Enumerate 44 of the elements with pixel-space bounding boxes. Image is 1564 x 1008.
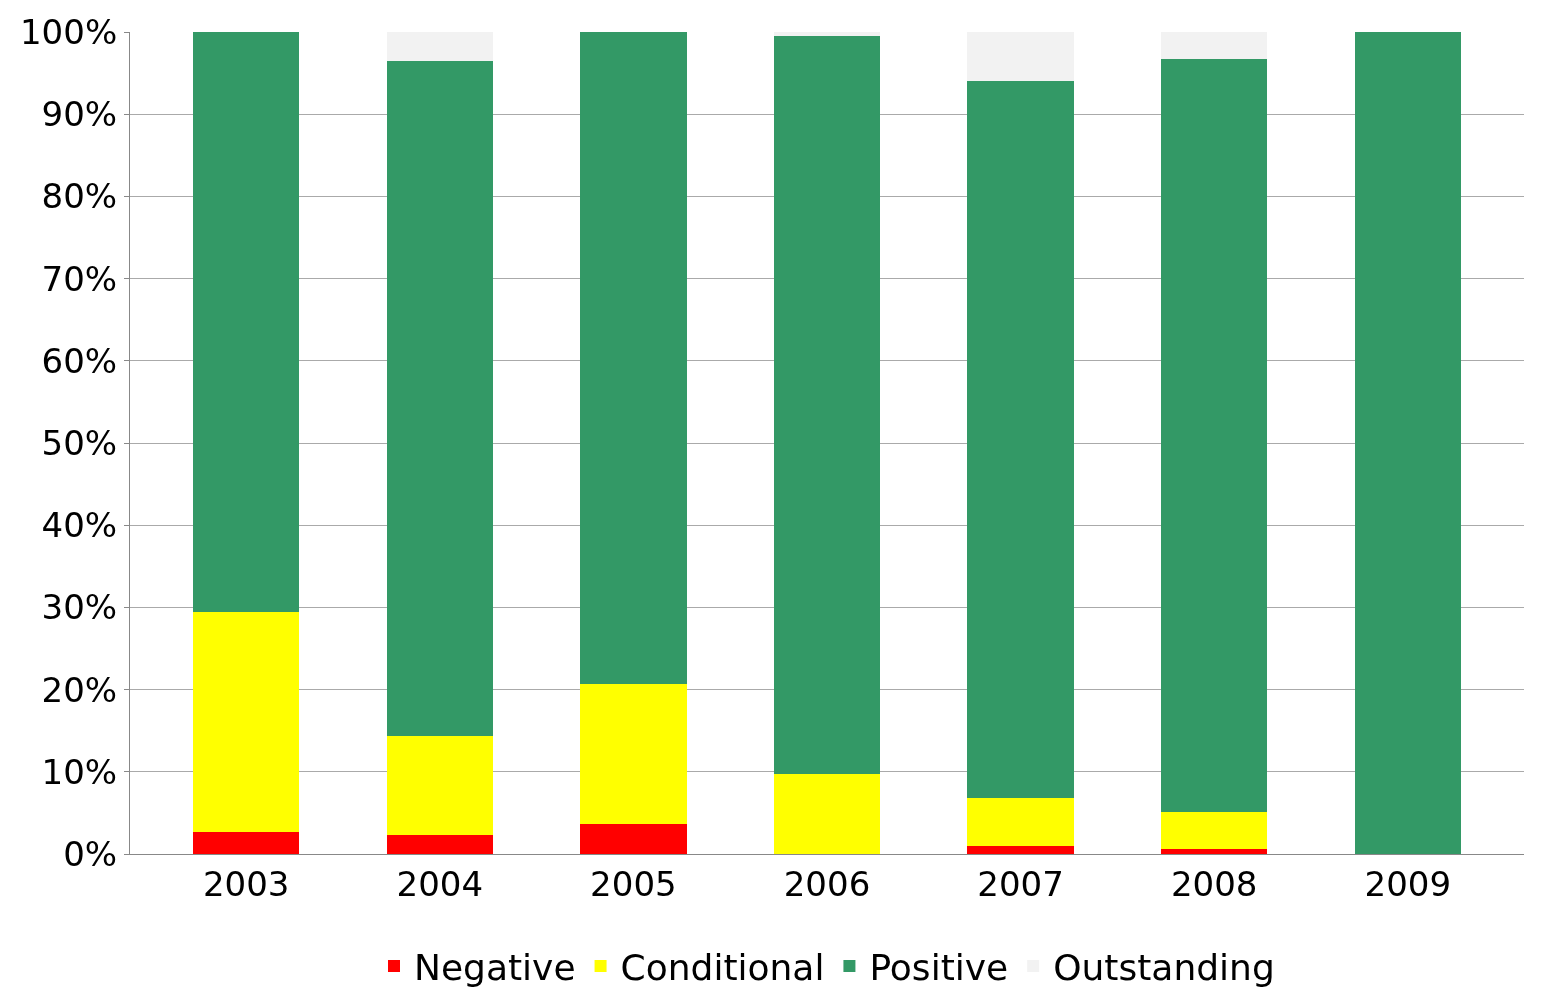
- bar: [192, 831, 300, 854]
- y-tick-label: 10%: [41, 751, 118, 792]
- legend-label: Negative: [414, 947, 576, 989]
- bar: [580, 824, 687, 854]
- bar: [967, 32, 1074, 82]
- y-tick-label: 0%: [63, 833, 118, 874]
- y-tick-label: 20%: [41, 669, 118, 710]
- y-tick-label: 80%: [41, 176, 118, 217]
- legend-label: Positive: [869, 947, 1009, 989]
- y-tick-label: 100%: [20, 11, 118, 52]
- x-tick-label: 2003: [202, 863, 290, 904]
- bar: [967, 798, 1074, 846]
- bar: [1160, 32, 1268, 60]
- y-tick-label: 50%: [41, 422, 118, 463]
- x-tick-label: 2006: [783, 863, 871, 904]
- bar: [1160, 849, 1268, 854]
- bar: [967, 81, 1074, 799]
- x-tick-label: 2008: [1170, 863, 1258, 904]
- bar: [580, 32, 687, 684]
- bar: [192, 611, 300, 832]
- legend-label: Conditional: [620, 947, 825, 989]
- bar: [386, 736, 494, 836]
- bar: [1160, 812, 1268, 850]
- bar: [192, 32, 300, 612]
- bar: [386, 60, 494, 737]
- x-tick-label: 2005: [590, 863, 677, 904]
- x-tick-label: 2007: [977, 863, 1064, 904]
- bar: [580, 683, 687, 825]
- bar: [386, 835, 494, 854]
- legend-label: Outstanding: [1053, 947, 1275, 989]
- bar: [773, 774, 881, 854]
- bar: [1160, 59, 1268, 813]
- x-tick-label: 2009: [1364, 863, 1452, 904]
- y-tick-label: 30%: [41, 587, 118, 628]
- bar: [773, 36, 881, 775]
- y-tick-label: 70%: [41, 258, 118, 299]
- bar: [1354, 32, 1462, 854]
- bar: [386, 32, 494, 61]
- y-tick-label: 60%: [41, 340, 118, 381]
- bar: [773, 32, 881, 37]
- bar: [967, 845, 1074, 854]
- x-tick-label: 2004: [396, 863, 484, 904]
- y-tick-label: 40%: [41, 505, 118, 546]
- y-tick-label: 90%: [41, 94, 118, 135]
